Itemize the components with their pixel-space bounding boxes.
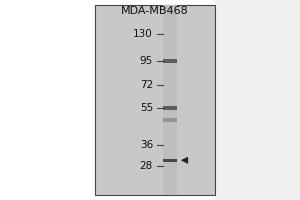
Bar <box>163 59 177 63</box>
Bar <box>163 118 177 122</box>
Bar <box>0 0 95 200</box>
Bar <box>163 106 177 110</box>
Text: MDA-MB468: MDA-MB468 <box>121 6 189 16</box>
Text: 72: 72 <box>140 80 153 90</box>
Text: 55: 55 <box>140 103 153 113</box>
Text: 130: 130 <box>133 29 153 39</box>
Bar <box>215 0 300 200</box>
Text: 36: 36 <box>140 140 153 150</box>
Bar <box>163 159 177 162</box>
Text: 28: 28 <box>140 161 153 171</box>
Text: 95: 95 <box>140 56 153 66</box>
Bar <box>163 5 177 195</box>
Bar <box>95 5 215 195</box>
